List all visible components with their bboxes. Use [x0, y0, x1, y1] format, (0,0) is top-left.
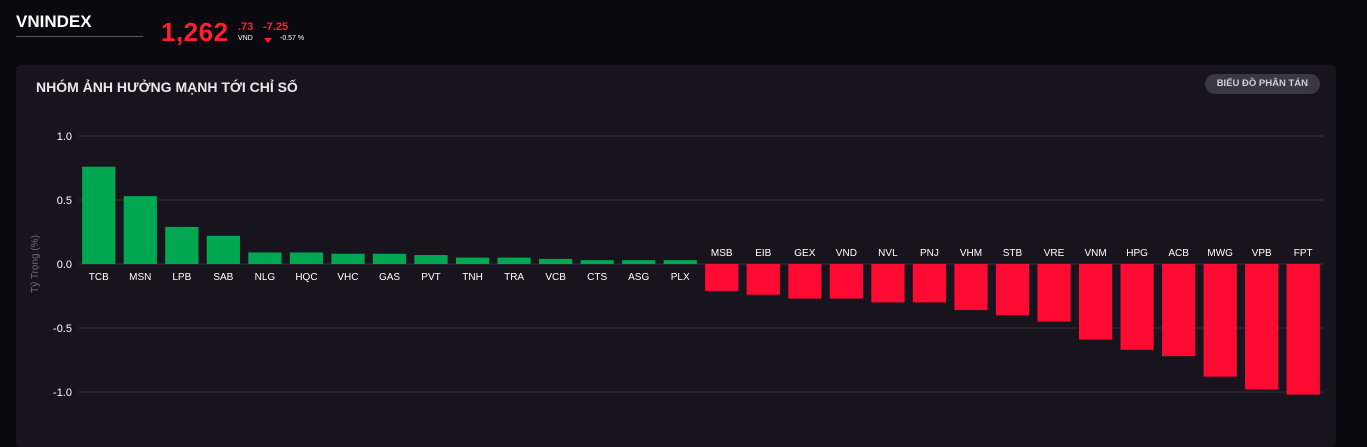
bar-tra[interactable] [497, 257, 531, 264]
bar-vcb[interactable] [539, 258, 573, 264]
bar-vhc[interactable] [331, 253, 365, 264]
index-price: 1,262 [161, 17, 229, 47]
bar-tnh[interactable] [455, 257, 490, 264]
bar-label-tcb: TCB [89, 272, 109, 283]
bar-label-plx: PLX [671, 272, 690, 283]
bar-label-pvt: PVT [421, 272, 440, 283]
bar-acb[interactable] [1162, 264, 1196, 357]
bar-label-sab: SAB [213, 272, 233, 283]
bar-label-lpb: LPB [172, 272, 191, 283]
bar-eib[interactable] [746, 264, 780, 295]
bar-pvt[interactable] [414, 255, 448, 264]
bar-nlg[interactable] [248, 252, 282, 264]
y-tick-label: -0.5 [53, 323, 72, 335]
bar-vnd[interactable] [829, 264, 863, 299]
bar-fpt[interactable] [1286, 264, 1320, 395]
change-absolute: -7.25 [263, 21, 289, 33]
index-name[interactable]: VNINDEX [16, 12, 92, 31]
bar-label-asg: ASG [628, 272, 649, 283]
bar-label-vhc: VHC [337, 272, 358, 283]
bar-plx[interactable] [663, 260, 697, 264]
bar-label-vre: VRE [1044, 248, 1065, 259]
influence-bar-chart: 1.0 0.5 0.0 -0.5 -1.0 Tỷ Trọng (%) TCB MSN LPB SA… [29, 131, 1324, 399]
bar-label-vcb: VCB [545, 272, 566, 283]
bar-msb[interactable] [705, 264, 739, 291]
triangle-down-icon [264, 38, 272, 43]
index-underline [16, 36, 143, 37]
bar-nvl[interactable] [871, 264, 905, 303]
bar-sab[interactable] [206, 235, 240, 264]
bar-hqc[interactable] [289, 252, 324, 264]
bar-label-tra: TRA [504, 272, 524, 283]
bar-label-vhm: VHM [960, 248, 982, 259]
bar-label-gas: GAS [379, 272, 400, 283]
bar-label-acb: ACB [1168, 248, 1189, 259]
bar-asg[interactable] [622, 260, 656, 264]
bar-label-pnj: PNJ [920, 248, 939, 259]
bar-label-hpg: HPG [1126, 248, 1148, 259]
influence-panel: NHÓM ẢNH HƯỞNG MẠNH TỚI CHỈ SỐ BIỂU ĐỒ P… [16, 65, 1336, 447]
bar-label-vnd: VND [836, 248, 857, 259]
bar-tcb[interactable] [82, 166, 116, 264]
bar-label-fpt: FPT [1294, 248, 1313, 259]
bar-msn[interactable] [123, 196, 157, 264]
bar-label-cts: CTS [587, 272, 607, 283]
bar-label-msn: MSN [129, 272, 151, 283]
bar-label-gex: GEX [794, 248, 815, 259]
y-tick-label: 0.0 [57, 259, 72, 271]
bar-label-nvl: NVL [878, 248, 898, 259]
bar-label-eib: EIB [755, 248, 771, 259]
bar-label-vnm: VNM [1084, 248, 1106, 259]
change-percent: -0.57 % [280, 35, 305, 42]
panel-title: NHÓM ẢNH HƯỞNG MẠNH TỚI CHỈ SỐ [36, 79, 298, 95]
index-price-decimal: .73 [238, 21, 254, 33]
bar-label-mwg: MWG [1207, 248, 1233, 259]
price-unit: VND [238, 35, 253, 42]
bar-vnm[interactable] [1078, 264, 1113, 340]
bar-vpb[interactable] [1245, 264, 1279, 390]
y-axis-label: Tỷ Trọng (%) [29, 235, 41, 293]
bar-label-vpb: VPB [1252, 248, 1272, 259]
bar-mwg[interactable] [1203, 264, 1237, 377]
y-tick-label: 0.5 [57, 195, 72, 207]
bar-pnj[interactable] [912, 264, 947, 303]
bar-vhm[interactable] [954, 264, 988, 311]
bar-label-nlg: NLG [255, 272, 276, 283]
bar-lpb[interactable] [165, 226, 199, 264]
bar-vre[interactable] [1037, 264, 1071, 322]
y-tick-label: -1.0 [53, 387, 72, 399]
bar-gas[interactable] [372, 253, 407, 264]
bar-label-msb: MSB [711, 248, 733, 259]
bar-hpg[interactable] [1120, 264, 1154, 350]
bar-label-stb: STB [1003, 248, 1023, 259]
bar-gex[interactable] [788, 264, 822, 299]
scatter-chart-button[interactable]: BIỂU ĐỒ PHÂN TÁN [1204, 74, 1320, 94]
bar-cts[interactable] [580, 260, 614, 264]
bar-label-tnh: TNH [462, 272, 483, 283]
bar-stb[interactable] [995, 264, 1030, 316]
y-tick-label: 1.0 [57, 131, 72, 143]
bar-label-hqc: HQC [295, 272, 317, 283]
